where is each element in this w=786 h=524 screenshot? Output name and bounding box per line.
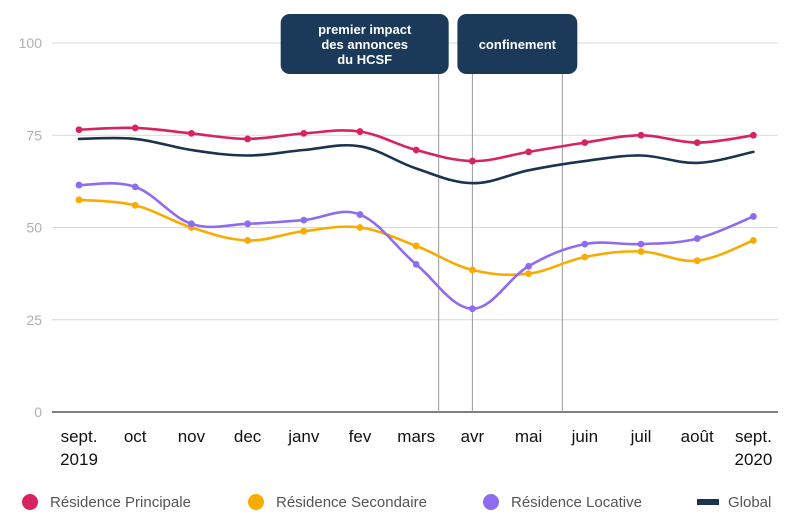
x-tick-label: 2020: [734, 450, 772, 469]
grid-lines: [52, 42, 778, 413]
series-line: [77, 136, 755, 185]
x-tick-label: juil: [630, 427, 652, 446]
data-point: [637, 248, 645, 255]
x-axis-ticks: sept. 2019 oct nov dec janv fev mars avr mai juin j…: [60, 427, 772, 469]
legend-label: Résidence Principale: [50, 494, 191, 511]
y-tick-label: 0: [34, 404, 42, 420]
legend-item: Global: [697, 494, 771, 511]
data-point: [244, 237, 252, 244]
y-tick-label: 50: [26, 220, 42, 236]
x-tick-label: nov: [178, 427, 206, 446]
data-point: [75, 181, 83, 189]
data-point: [75, 126, 83, 134]
data-point: [581, 253, 589, 261]
data-point: [469, 305, 476, 313]
data-point: [188, 220, 195, 228]
data-point: [412, 146, 420, 154]
series-r-sidence-locative: [75, 181, 757, 313]
annotation-text: des annonces: [321, 37, 408, 52]
data-point: [300, 216, 308, 224]
series-r-sidence-principale: [75, 124, 757, 165]
x-tick-label: sept.: [61, 427, 98, 446]
y-tick-label: 75: [26, 127, 42, 143]
data-point: [525, 148, 532, 156]
x-tick-label: oct: [124, 427, 147, 446]
annotation-text: confinement: [479, 37, 557, 52]
data-point: [750, 237, 757, 244]
x-tick-label: 2019: [60, 450, 98, 469]
legend-item: Résidence Secondaire: [248, 494, 427, 511]
data-point: [300, 130, 308, 137]
x-tick-label: août: [681, 427, 714, 446]
data-point: [637, 240, 645, 248]
series-r-sidence-secondaire: [75, 196, 757, 278]
data-point: [356, 128, 364, 135]
data-point: [75, 196, 83, 204]
data-point: [131, 183, 139, 191]
data-point: [300, 227, 308, 235]
series-global: [77, 136, 755, 185]
legend-swatch: [248, 494, 264, 510]
data-point: [693, 257, 701, 265]
annotation-text: premier impact: [318, 22, 412, 37]
legend-label: Global: [728, 494, 771, 511]
annotation-background: [457, 14, 578, 74]
legend-label: Résidence Locative: [511, 494, 642, 511]
x-tick-label: fev: [349, 427, 372, 446]
legend-label: Résidence Secondaire: [276, 494, 427, 511]
data-point: [693, 139, 701, 147]
y-tick-label: 25: [26, 312, 42, 328]
legend-swatch: [697, 499, 719, 505]
data-point: [131, 201, 139, 209]
data-point: [693, 235, 701, 242]
y-tick-label: 100: [19, 35, 43, 51]
data-point: [244, 135, 252, 143]
data-point: [581, 240, 589, 248]
data-point: [188, 130, 195, 137]
data-point: [637, 131, 645, 139]
x-tick-label: janv: [287, 427, 320, 446]
data-point: [750, 213, 757, 220]
legend: Résidence Principale Résidence Secondaire…: [22, 494, 771, 511]
x-tick-label: mars: [397, 427, 435, 446]
legend-item: Résidence Principale: [22, 494, 191, 511]
data-point: [469, 266, 476, 274]
series-group: [75, 124, 757, 313]
data-point: [412, 261, 420, 268]
x-tick-label: sept.: [735, 427, 772, 446]
x-tick-label: dec: [234, 427, 262, 446]
annotation-lines: [438, 72, 563, 412]
data-point: [525, 262, 532, 270]
x-tick-label: mai: [515, 427, 542, 446]
data-point: [750, 131, 757, 139]
data-point: [581, 139, 589, 147]
data-point: [131, 124, 139, 132]
y-axis-ticks: 0 25 50 75 100: [19, 35, 43, 420]
x-tick-label: avr: [461, 427, 485, 446]
data-point: [469, 157, 476, 165]
data-point: [525, 270, 532, 278]
annotation-background: [280, 14, 449, 74]
x-tick-label: juin: [571, 427, 598, 446]
annotation-text: du HCSF: [337, 52, 392, 67]
legend-item: Résidence Locative: [483, 494, 642, 511]
data-point: [244, 220, 252, 228]
legend-swatch: [22, 494, 38, 510]
annotation-box: confinement: [457, 14, 578, 74]
data-point: [356, 224, 364, 231]
data-point: [412, 242, 420, 250]
legend-swatch: [483, 494, 499, 510]
data-point: [356, 211, 364, 218]
